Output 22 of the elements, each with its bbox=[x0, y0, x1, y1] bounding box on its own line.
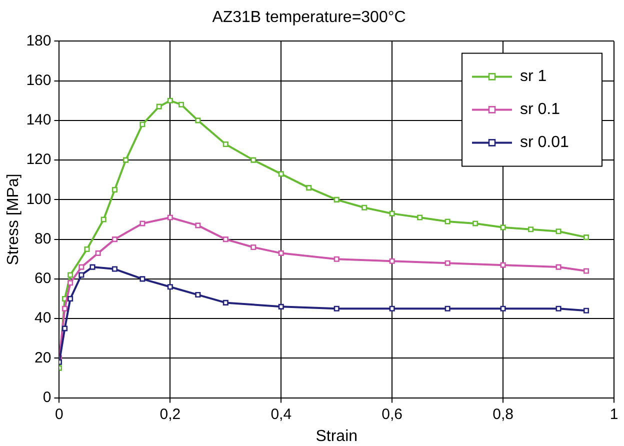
x-tick-label: 0,8 bbox=[492, 406, 514, 423]
y-tick-label: 0 bbox=[42, 388, 52, 406]
x-tick-label: 0 bbox=[55, 406, 64, 423]
y-tick-label: 140 bbox=[26, 112, 52, 129]
y-tick-label: 160 bbox=[26, 72, 52, 89]
y-tick-label: 20 bbox=[34, 349, 52, 366]
x-tick-label: 0,6 bbox=[382, 406, 403, 423]
y-axis-title: Stress [MPa] bbox=[5, 174, 22, 266]
x-axis-title: Strain bbox=[316, 428, 358, 445]
y-tick-label: 120 bbox=[26, 151, 52, 168]
y-tick-label: 180 bbox=[26, 32, 52, 50]
chart-title: AZ31B temperature=300°C bbox=[212, 9, 406, 26]
legend-label: sr 0.01 bbox=[520, 134, 570, 152]
legend-label: sr 0.1 bbox=[520, 101, 560, 118]
x-tick-label: 0,4 bbox=[270, 406, 292, 423]
x-tick-label: 0,2 bbox=[160, 406, 181, 423]
y-tick-label: 60 bbox=[34, 270, 52, 288]
x-tick-label: 1 bbox=[610, 406, 618, 423]
y-tick-label: 80 bbox=[34, 230, 52, 248]
legend-label: sr 1 bbox=[520, 68, 547, 86]
y-tick-label: 100 bbox=[26, 190, 52, 208]
y-tick-label: 40 bbox=[34, 310, 52, 327]
